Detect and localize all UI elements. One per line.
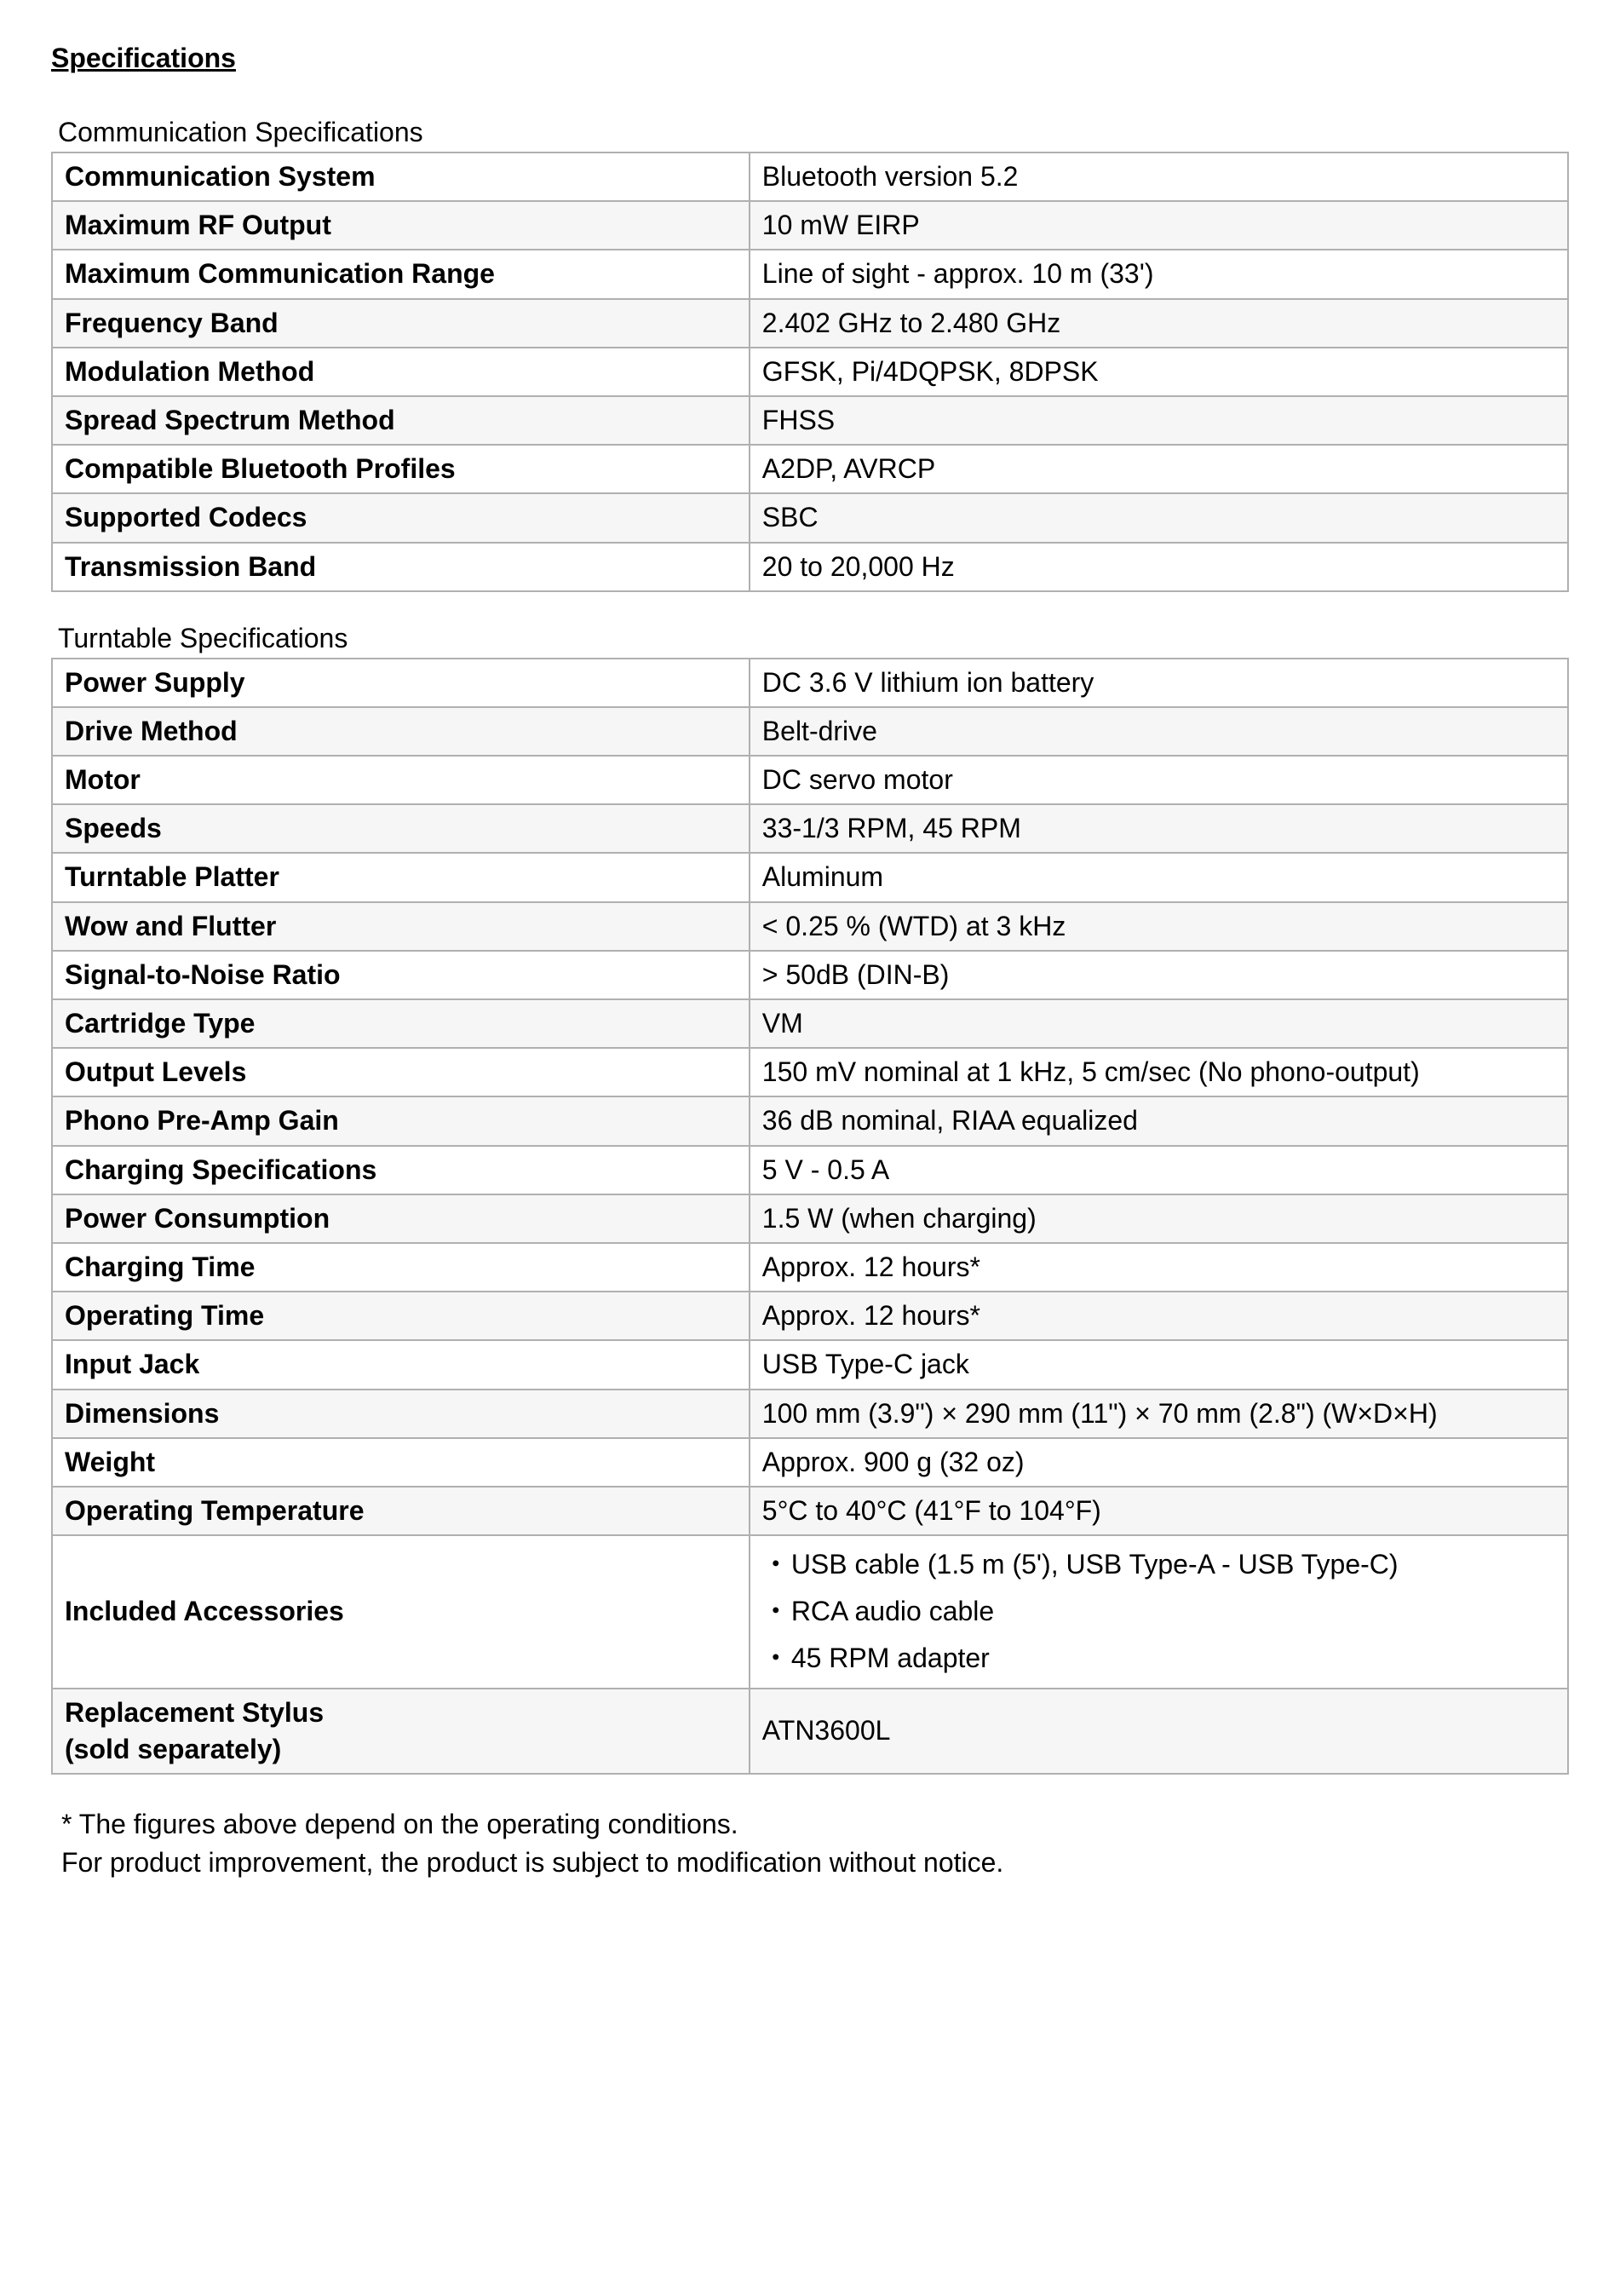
spec-label: Turntable Platter: [52, 853, 750, 901]
table-row: Included Accessories USB cable (1.5 m (5'…: [52, 1535, 1568, 1689]
spec-value: SBC: [750, 493, 1568, 542]
spec-label: Drive Method: [52, 707, 750, 756]
spec-value: Belt-drive: [750, 707, 1568, 756]
spec-label: Compatible Bluetooth Profiles: [52, 445, 750, 493]
table-row: Wow and Flutter< 0.25 % (WTD) at 3 kHz: [52, 902, 1568, 951]
table-row: Signal-to-Noise Ratio> 50dB (DIN-B): [52, 951, 1568, 999]
spec-value: 5°C to 40°C (41°F to 104°F): [750, 1487, 1568, 1535]
spec-label: Frequency Band: [52, 299, 750, 348]
spec-label: Operating Temperature: [52, 1487, 750, 1535]
table-row: Output Levels150 mV nominal at 1 kHz, 5 …: [52, 1048, 1568, 1096]
page-title: Specifications: [51, 43, 1569, 74]
spec-value: A2DP, AVRCP: [750, 445, 1568, 493]
table-row: Operating Temperature5°C to 40°C (41°F t…: [52, 1487, 1568, 1535]
accessory-item: 45 RPM adapter: [762, 1635, 1555, 1682]
spec-value: Approx. 900 g (32 oz): [750, 1438, 1568, 1487]
spec-label-accessories: Included Accessories: [52, 1535, 750, 1689]
spec-value: DC servo motor: [750, 756, 1568, 804]
spec-value-accessories: USB cable (1.5 m (5'), USB Type-A - USB …: [750, 1535, 1568, 1689]
spec-value: 150 mV nominal at 1 kHz, 5 cm/sec (No ph…: [750, 1048, 1568, 1096]
spec-label: Supported Codecs: [52, 493, 750, 542]
spec-value: FHSS: [750, 396, 1568, 445]
spec-label: Spread Spectrum Method: [52, 396, 750, 445]
spec-label: Maximum RF Output: [52, 201, 750, 250]
spec-label: Power Consumption: [52, 1194, 750, 1243]
spec-label: Motor: [52, 756, 750, 804]
spec-value: Approx. 12 hours*: [750, 1292, 1568, 1340]
table-row: Turntable PlatterAluminum: [52, 853, 1568, 901]
table-row: Phono Pre-Amp Gain36 dB nominal, RIAA eq…: [52, 1096, 1568, 1145]
communication-spec-table: Communication SystemBluetooth version 5.…: [51, 152, 1569, 592]
spec-value: 20 to 20,000 Hz: [750, 543, 1568, 591]
table-row: Charging Specifications5 V - 0.5 A: [52, 1146, 1568, 1194]
table-row: Charging TimeApprox. 12 hours*: [52, 1243, 1568, 1292]
spec-value: 5 V - 0.5 A: [750, 1146, 1568, 1194]
spec-value: USB Type-C jack: [750, 1340, 1568, 1389]
spec-value: Aluminum: [750, 853, 1568, 901]
spec-value: Approx. 12 hours*: [750, 1243, 1568, 1292]
spec-label: Maximum Communication Range: [52, 250, 750, 298]
table-row: Maximum RF Output10 mW EIRP: [52, 201, 1568, 250]
table-row: Spread Spectrum MethodFHSS: [52, 396, 1568, 445]
spec-label: Input Jack: [52, 1340, 750, 1389]
spec-label: Output Levels: [52, 1048, 750, 1096]
spec-value: 100 mm (3.9") × 290 mm (11") × 70 mm (2.…: [750, 1390, 1568, 1438]
table-row: Input JackUSB Type-C jack: [52, 1340, 1568, 1389]
section-title-turntable: Turntable Specifications: [51, 623, 1569, 654]
spec-value: 2.402 GHz to 2.480 GHz: [750, 299, 1568, 348]
spec-value: < 0.25 % (WTD) at 3 kHz: [750, 902, 1568, 951]
spec-label: Charging Time: [52, 1243, 750, 1292]
table-row: Dimensions100 mm (3.9") × 290 mm (11") ×…: [52, 1390, 1568, 1438]
table-row: Speeds33-1/3 RPM, 45 RPM: [52, 804, 1568, 853]
spec-label: Charging Specifications: [52, 1146, 750, 1194]
spec-label: Signal-to-Noise Ratio: [52, 951, 750, 999]
table-row: Modulation MethodGFSK, Pi/4DQPSK, 8DPSK: [52, 348, 1568, 396]
table-row: Power Consumption1.5 W (when charging): [52, 1194, 1568, 1243]
table-row: Cartridge TypeVM: [52, 999, 1568, 1048]
accessory-item: USB cable (1.5 m (5'), USB Type-A - USB …: [762, 1541, 1555, 1588]
spec-label: Phono Pre-Amp Gain: [52, 1096, 750, 1145]
footnote-line-2: For product improvement, the product is …: [51, 1844, 1569, 1882]
spec-value: GFSK, Pi/4DQPSK, 8DPSK: [750, 348, 1568, 396]
spec-value: Bluetooth version 5.2: [750, 152, 1568, 201]
table-row: Supported CodecsSBC: [52, 493, 1568, 542]
table-row: Maximum Communication RangeLine of sight…: [52, 250, 1568, 298]
spec-label: Communication System: [52, 152, 750, 201]
spec-value-stylus: ATN3600L: [750, 1689, 1568, 1774]
table-row: Drive MethodBelt-drive: [52, 707, 1568, 756]
spec-value: > 50dB (DIN-B): [750, 951, 1568, 999]
table-row: Compatible Bluetooth ProfilesA2DP, AVRCP: [52, 445, 1568, 493]
table-row: Communication SystemBluetooth version 5.…: [52, 152, 1568, 201]
spec-value: 10 mW EIRP: [750, 201, 1568, 250]
footnote-line-1: * The figures above depend on the operat…: [51, 1805, 1569, 1844]
spec-value: DC 3.6 V lithium ion battery: [750, 659, 1568, 707]
table-row: WeightApprox. 900 g (32 oz): [52, 1438, 1568, 1487]
spec-label: Speeds: [52, 804, 750, 853]
spec-label: Transmission Band: [52, 543, 750, 591]
table-row: Operating TimeApprox. 12 hours*: [52, 1292, 1568, 1340]
spec-value: 33-1/3 RPM, 45 RPM: [750, 804, 1568, 853]
table-row: MotorDC servo motor: [52, 756, 1568, 804]
table-row: Frequency Band2.402 GHz to 2.480 GHz: [52, 299, 1568, 348]
spec-label: Cartridge Type: [52, 999, 750, 1048]
spec-label: Operating Time: [52, 1292, 750, 1340]
spec-value: Line of sight - approx. 10 m (33'): [750, 250, 1568, 298]
accessories-list: USB cable (1.5 m (5'), USB Type-A - USB …: [762, 1541, 1555, 1683]
spec-label-stylus: Replacement Stylus(sold separately): [52, 1689, 750, 1774]
spec-label: Weight: [52, 1438, 750, 1487]
section-title-communication: Communication Specifications: [51, 117, 1569, 148]
accessory-item: RCA audio cable: [762, 1588, 1555, 1635]
spec-label: Power Supply: [52, 659, 750, 707]
spec-value: 36 dB nominal, RIAA equalized: [750, 1096, 1568, 1145]
table-row: Power SupplyDC 3.6 V lithium ion battery: [52, 659, 1568, 707]
spec-label: Dimensions: [52, 1390, 750, 1438]
spec-value: 1.5 W (when charging): [750, 1194, 1568, 1243]
table-row: Replacement Stylus(sold separately)ATN36…: [52, 1689, 1568, 1774]
turntable-spec-table: Power SupplyDC 3.6 V lithium ion battery…: [51, 658, 1569, 1775]
spec-value: VM: [750, 999, 1568, 1048]
spec-label: Modulation Method: [52, 348, 750, 396]
spec-label: Wow and Flutter: [52, 902, 750, 951]
table-row: Transmission Band20 to 20,000 Hz: [52, 543, 1568, 591]
